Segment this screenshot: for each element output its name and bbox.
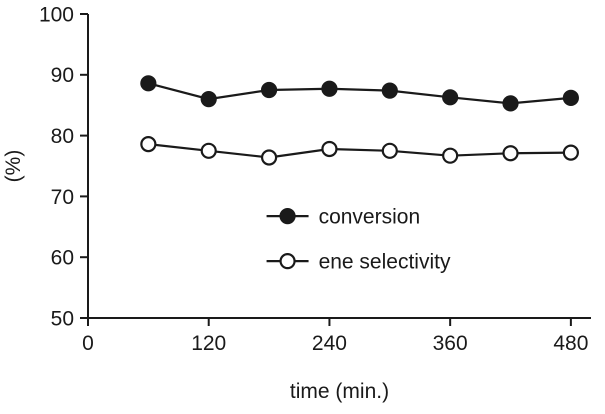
legend-label-conversion: conversion — [319, 206, 421, 229]
data-point-ene-selectivity — [200, 142, 217, 159]
legend-label-ene-selectivity: ene selectivity — [319, 251, 451, 274]
data-point-conversion — [442, 89, 459, 106]
series-line-ene-selectivity — [148, 143, 571, 159]
legend-marker-ene-selectivity — [279, 253, 296, 270]
series-line-conversion — [148, 82, 571, 105]
data-point-conversion — [260, 81, 278, 99]
y-tick-label: 90 — [51, 64, 74, 87]
data-point-ene-selectivity — [562, 144, 579, 161]
data-point-conversion — [502, 95, 519, 112]
data-point-conversion — [200, 91, 217, 108]
data-point-ene-selectivity — [381, 142, 398, 159]
data-point-ene-selectivity — [260, 149, 278, 166]
data-point-conversion — [140, 75, 157, 92]
data-point-ene-selectivity — [442, 147, 459, 164]
data-point-ene-selectivity — [321, 140, 338, 158]
y-tick-label: 80 — [51, 125, 74, 148]
data-point-ene-selectivity — [502, 145, 519, 162]
data-point-ene-selectivity — [140, 136, 157, 153]
data-point-conversion — [321, 80, 338, 97]
x-tick-label: 0 — [82, 332, 94, 355]
y-tick-label: 70 — [51, 186, 74, 209]
y-tick-label: 60 — [51, 247, 74, 270]
x-tick-label: 120 — [191, 332, 226, 355]
y-tick-label: 50 — [51, 307, 74, 330]
x-tick-label: 480 — [553, 332, 588, 355]
y-axis-title: (%) — [2, 150, 25, 183]
x-tick-label: 360 — [433, 332, 468, 355]
data-point-conversion — [562, 89, 579, 107]
x-axis-title: time (min.) — [290, 380, 389, 403]
legend-marker-conversion — [279, 208, 296, 225]
y-tick-label: 100 — [39, 3, 74, 26]
x-tick-label: 240 — [312, 332, 347, 355]
data-point-conversion — [381, 82, 398, 99]
